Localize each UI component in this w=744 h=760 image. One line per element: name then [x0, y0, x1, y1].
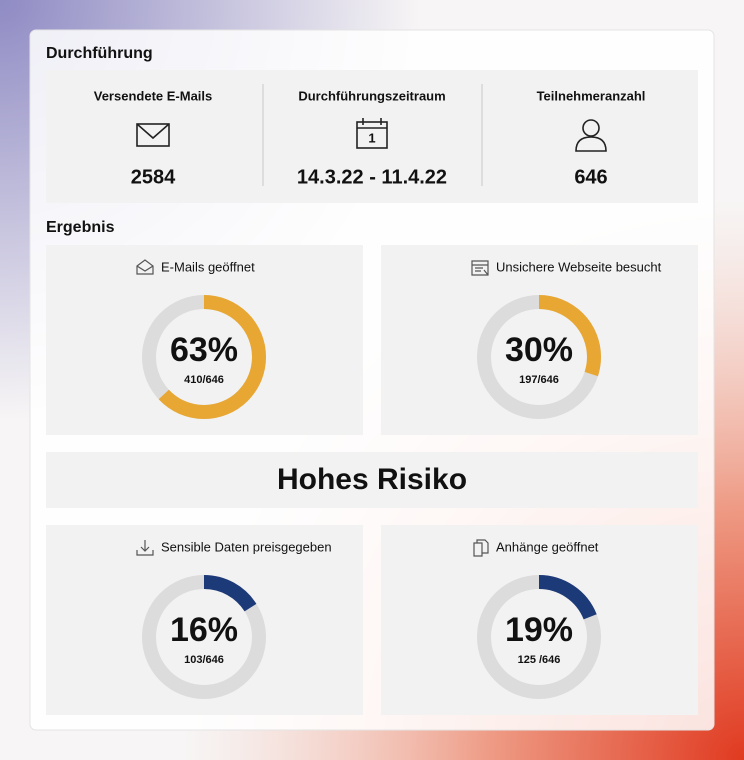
result-card: [381, 245, 698, 435]
user-icon: [575, 119, 607, 152]
card-label: Unsichere Webseite besucht: [496, 259, 662, 274]
stat-value: 14.3.22 - 11.4.22: [297, 166, 447, 188]
percent-label: 19%: [505, 611, 573, 649]
donut-arc: [142, 575, 266, 699]
card-icon: [136, 259, 154, 275]
risk-label: Hohes Risiko: [277, 463, 467, 496]
result-card: [46, 245, 363, 435]
stat-label: Durchführungszeitraum: [298, 88, 445, 103]
donut-arc: [477, 575, 601, 699]
count-label: 103/646: [184, 654, 224, 666]
result-card: [46, 525, 363, 715]
card-icon: [471, 260, 489, 276]
stat-label: Teilnehmeranzahl: [537, 88, 646, 103]
stat-value: 2584: [131, 166, 176, 188]
percent-label: 63%: [170, 331, 238, 369]
card-label: E-Mails geöffnet: [161, 259, 255, 274]
card-label: Sensible Daten preisgegeben: [161, 539, 332, 554]
section-title: Ergebnis: [46, 219, 115, 236]
card-icon: [473, 539, 489, 557]
result-card: [381, 525, 698, 715]
donut-arc: [477, 295, 601, 419]
risk-banner: [46, 452, 698, 508]
calendar-icon: 1: [356, 118, 388, 149]
mail-icon: [136, 123, 170, 147]
count-label: 197/646: [519, 374, 559, 386]
count-label: 125 /646: [518, 654, 561, 666]
percent-label: 30%: [505, 331, 573, 369]
card-label: Anhänge geöffnet: [496, 539, 599, 554]
count-label: 410/646: [184, 374, 224, 386]
section-title: Durchführung: [46, 45, 153, 62]
donut-arc: [142, 295, 266, 419]
percent-label: 16%: [170, 611, 238, 649]
calendar-day: 1: [368, 130, 375, 145]
card-icon: [136, 540, 154, 556]
stat-label: Versendete E-Mails: [94, 88, 213, 103]
stat-value: 646: [574, 166, 607, 188]
